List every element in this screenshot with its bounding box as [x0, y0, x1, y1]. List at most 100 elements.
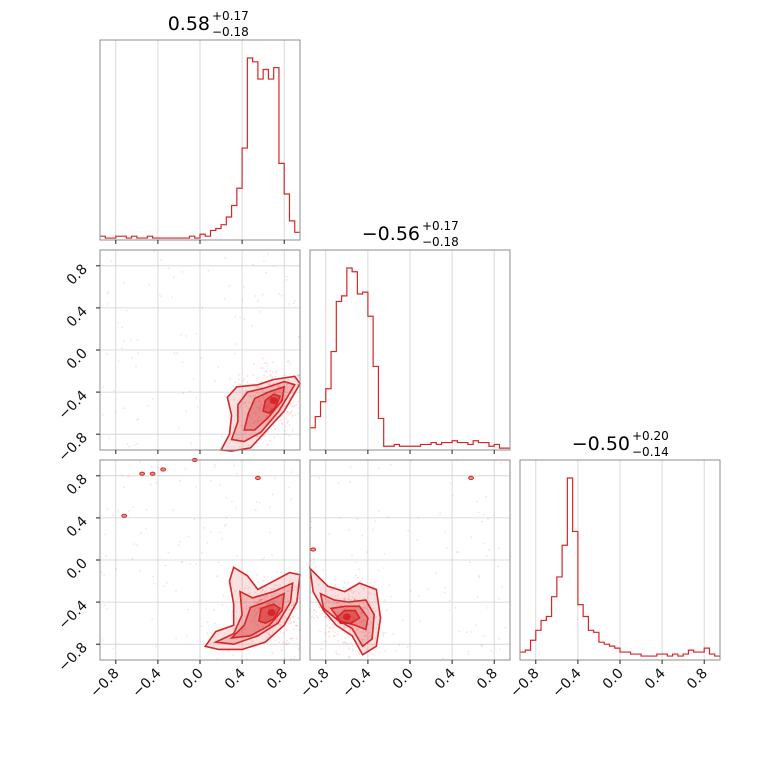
scatter-point	[256, 406, 259, 409]
scatter-point	[190, 442, 193, 445]
scatter-point	[352, 592, 355, 594]
scatter-point	[275, 584, 278, 587]
scatter-point	[349, 466, 352, 469]
scatter-point	[260, 380, 263, 383]
scatter-point	[277, 386, 280, 389]
scatter-point	[310, 526, 313, 529]
scatter-point	[444, 586, 447, 589]
scatter-point	[274, 639, 277, 642]
scatter-point	[287, 420, 289, 422]
scatter-point	[256, 573, 258, 576]
scatter-point	[378, 467, 380, 470]
scatter-point	[237, 383, 240, 386]
scatter-point	[205, 608, 207, 611]
scatter-point	[296, 383, 299, 386]
scatter-point	[492, 514, 495, 517]
density-peak	[342, 613, 351, 621]
scatter-point	[104, 533, 106, 536]
scatter-point	[260, 590, 262, 593]
scatter-point	[295, 587, 298, 590]
scatter-point	[112, 390, 115, 392]
scatter-point	[353, 599, 356, 601]
scatter-point	[167, 551, 170, 554]
scatter-point	[132, 543, 135, 545]
scatter-point	[288, 397, 291, 400]
scatter-point	[281, 422, 283, 425]
scatter-point	[257, 581, 260, 584]
scatter-point	[289, 402, 292, 405]
scatter-point	[176, 352, 179, 355]
scatter-point	[287, 411, 290, 414]
contour-line-level-2	[329, 605, 369, 631]
scatter-point	[498, 648, 501, 651]
scatter-point	[138, 461, 141, 463]
scatter-point	[253, 421, 256, 423]
scatter-point	[347, 598, 350, 600]
scatter-point	[245, 607, 248, 610]
scatter-point	[257, 376, 260, 379]
scatter-point	[351, 644, 354, 647]
scatter-point	[227, 445, 229, 448]
scatter-point	[279, 419, 282, 422]
scatter-point	[274, 376, 276, 378]
scatter-point	[360, 579, 362, 582]
scatter-point	[268, 629, 271, 632]
scatter-point	[277, 641, 280, 643]
scatter-point	[353, 607, 356, 610]
scatter-point	[268, 439, 271, 442]
scatter-point	[288, 413, 290, 416]
scatter-point	[261, 558, 264, 561]
scatter-point	[416, 538, 419, 541]
scatter-point	[337, 639, 339, 642]
scatter-point	[361, 638, 364, 641]
scatter-point	[368, 623, 371, 625]
scatter-point	[261, 588, 264, 591]
panel-2-0-grid	[100, 460, 300, 660]
scatter-point	[271, 361, 274, 364]
scatter-point	[281, 611, 284, 613]
scatter-point	[387, 516, 390, 519]
scatter-point	[345, 606, 348, 609]
scatter-point	[347, 598, 350, 601]
scatter-point	[275, 619, 277, 622]
scatter-point	[225, 523, 228, 526]
title-value: −0.56	[362, 223, 420, 245]
scatter-point	[263, 395, 265, 398]
scatter-point	[470, 536, 473, 539]
scatter-point	[328, 619, 331, 622]
scatter-point	[258, 415, 260, 418]
scatter-point	[395, 650, 398, 652]
scatter-point	[365, 648, 368, 651]
scatter-point	[262, 389, 265, 391]
scatter-point	[249, 416, 252, 419]
scatter-point	[255, 501, 258, 504]
scatter-point	[268, 383, 271, 386]
scatter-point	[341, 602, 344, 605]
scatter-point	[282, 641, 285, 643]
scatter-point	[223, 524, 226, 527]
scatter-point	[364, 606, 367, 608]
title-value: −0.50	[572, 433, 630, 455]
scatter-point	[374, 520, 377, 523]
scatter-point	[326, 617, 329, 620]
scatter-point	[289, 616, 292, 619]
scatter-point	[277, 602, 280, 605]
scatter-point	[269, 506, 271, 509]
scatter-point	[213, 466, 216, 468]
scatter-point	[348, 596, 350, 599]
scatter-point	[444, 530, 447, 533]
scatter-point	[232, 427, 235, 430]
scatter-point	[286, 590, 289, 593]
scatter-point	[362, 587, 365, 590]
scatter-point	[256, 300, 259, 302]
scatter-point	[360, 621, 362, 623]
scatter-point	[266, 443, 269, 446]
scatter-point	[258, 607, 261, 610]
scatter-point	[241, 299, 244, 302]
scatter-point	[286, 639, 288, 642]
scatter-point	[317, 583, 320, 586]
scatter-point	[293, 404, 296, 407]
scatter-point	[285, 391, 288, 394]
scatter-point	[365, 634, 368, 637]
scatter-point	[251, 263, 254, 266]
